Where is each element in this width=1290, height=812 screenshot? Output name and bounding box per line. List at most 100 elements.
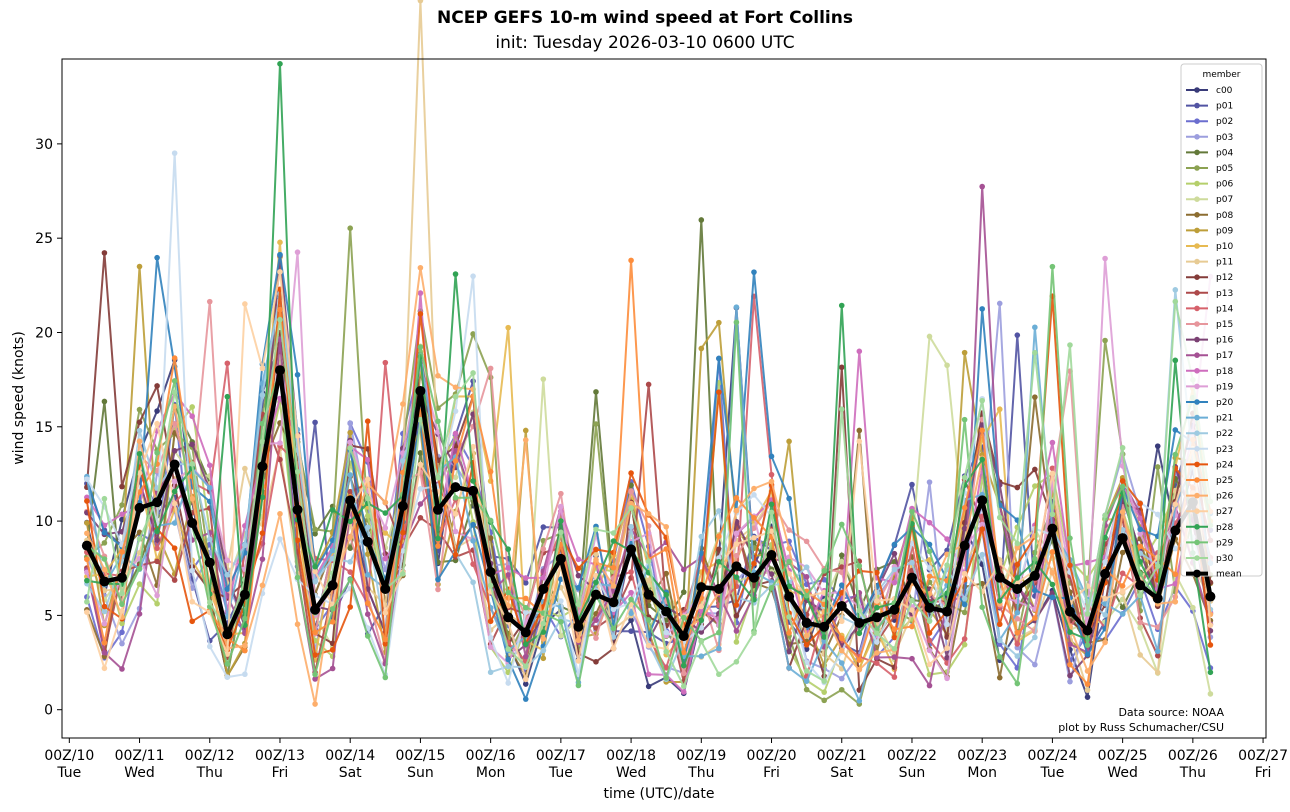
member-point [452,271,459,277]
member-point [891,579,898,586]
member-point [803,646,810,652]
member-point [154,592,160,599]
member-point [1032,324,1038,331]
member-point [838,302,845,309]
member-point [558,518,564,524]
legend-entry-p13: p13 [1186,289,1233,299]
legend: member c00 p01 p02 p03 p04 p05 p06 p07 p08 p09 p10 p… [1180,63,1263,580]
legend-entry-p26: p26 [1186,492,1233,502]
chart-title: NCEP GEFS 10-m wind speed at Fort Collin… [437,8,853,28]
mean-point [626,544,637,555]
member-point [277,536,283,542]
member-point [329,547,336,554]
member-point [435,586,441,593]
member-point [136,263,143,270]
member-point [926,573,933,580]
legend-label: p13 [1216,289,1233,299]
member-point [996,654,1003,660]
member-point [259,530,266,536]
member-point [874,630,880,637]
member-point [400,469,406,476]
member-point [996,514,1003,521]
mean-point [520,627,531,638]
member-point [610,583,617,589]
member-point [522,437,529,443]
member-point [1137,652,1143,658]
member-point [1084,687,1091,693]
mean-point [397,501,408,512]
member-point [856,563,863,569]
legend-entry-p14: p14 [1186,304,1233,314]
member-point [944,536,950,542]
member-point [522,595,529,602]
member-point [101,620,108,627]
member-point [1067,342,1073,348]
member-point [259,556,266,562]
member-point [698,653,705,660]
member-point [84,577,90,584]
member-point [593,421,599,427]
member-point [505,663,511,670]
legend-entry-p04: p04 [1186,148,1233,158]
y-tick-label: 20 [35,325,53,341]
member-point [189,618,196,625]
member-point [364,611,371,617]
member-point [909,508,915,515]
member-point [171,150,178,156]
member-point [786,648,792,655]
mean-point [1064,606,1075,617]
member-point [1014,653,1021,659]
x-tick-day: Thu [1179,765,1206,781]
member-point [733,574,740,580]
member-point [838,521,845,528]
member-point [136,536,143,542]
legend-entry-p29: p29 [1186,538,1233,548]
member-point [171,447,178,454]
member-point [698,345,705,352]
member-point [1067,661,1073,668]
member-point [312,652,318,658]
member-point [277,251,283,258]
x-tick-label: 00Z/16 [466,748,516,764]
member-point [452,408,459,414]
member-point [558,529,564,536]
member-point [242,647,248,654]
member-point [751,492,757,498]
member-point [874,650,880,656]
legend-entry-p02: p02 [1186,117,1233,127]
member-point [768,478,775,485]
x-tick-day: Mon [967,765,997,781]
member-point [364,495,371,502]
member-point [382,610,389,616]
x-tick-label: 00Z/24 [1027,748,1077,764]
member-point [101,608,108,615]
legend-entry-p24: p24 [1186,460,1233,470]
member-point [487,634,494,641]
legend-label: p16 [1216,336,1233,346]
data-source-note: Data source: NOAA [1118,706,1224,719]
member-point [909,481,915,488]
x-tick-day: Fri [763,765,780,781]
legend-marker [1194,165,1200,171]
member-point [1049,263,1056,270]
legend-marker [1194,149,1200,156]
x-tick-label: 00Z/22 [887,748,937,764]
member-point [733,552,740,559]
member-point [364,633,371,639]
x-tick-day: Thu [687,765,714,781]
member-point [663,617,669,623]
member-point [452,393,459,400]
member-point [101,398,108,405]
mean-point [239,589,250,600]
member-point [312,629,318,636]
legend-marker [1194,102,1200,109]
member-point [154,545,160,552]
member-point [926,661,933,668]
legend-entry-p01: p01 [1186,102,1233,112]
member-point [856,607,863,614]
member-point [1014,544,1021,551]
member-point [1102,612,1108,618]
member-point [628,569,634,575]
member-point [312,563,318,570]
